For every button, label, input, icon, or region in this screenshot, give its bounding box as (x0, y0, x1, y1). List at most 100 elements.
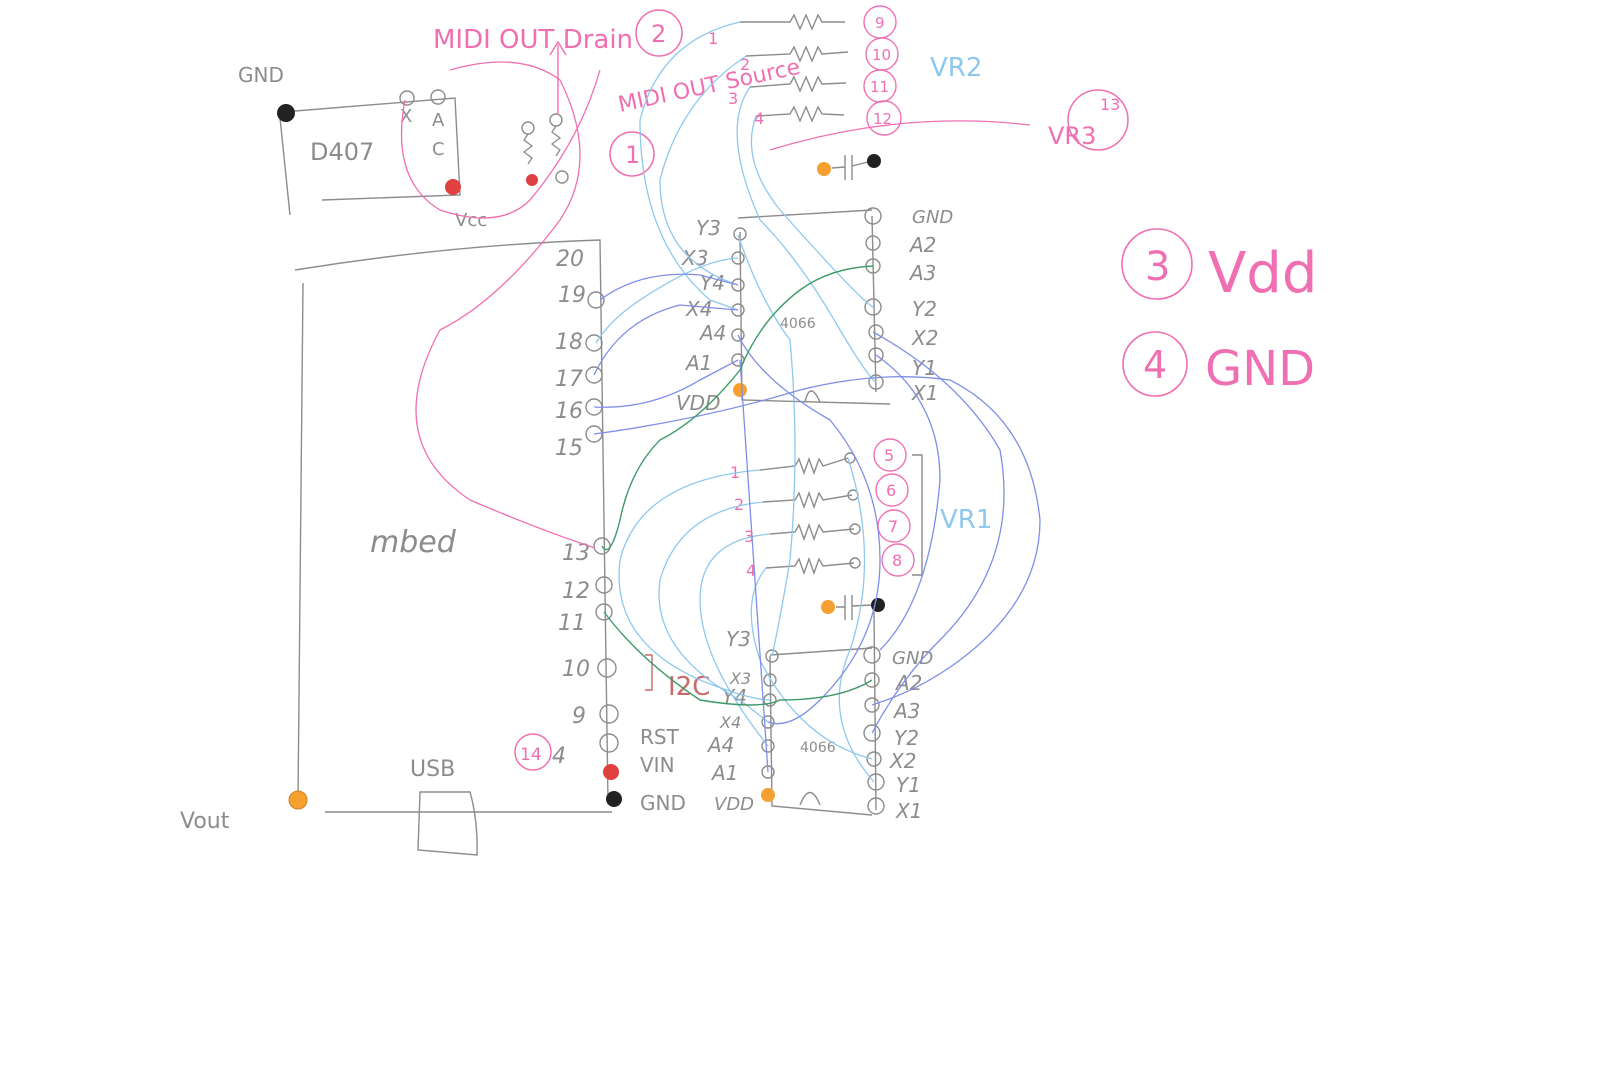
indigo-wires (593, 273, 1041, 773)
mbed-pad-11 (595, 603, 613, 621)
vr1-label: VR1 (940, 505, 992, 535)
chip-top-rpin-a2: A2 (908, 233, 936, 257)
chip-bottom-rpin-a3: A3 (892, 699, 920, 723)
chip-top-lpin-x3: X3 (681, 246, 708, 270)
cap-top-pad-gnd (867, 154, 881, 168)
midi-drain-num: 2 (651, 20, 666, 48)
vr1-circle-8 (881, 543, 915, 577)
mbed-pin-19: 19 (558, 283, 586, 308)
chip-top-4066 (731, 207, 891, 405)
chip-top-lpin-a1: A1 (684, 351, 712, 375)
cap-bottom-pad-vdd (821, 600, 835, 614)
midi-resistor-pad (526, 174, 538, 186)
pin4-circle (514, 733, 552, 771)
vr2-resistors (740, 13, 849, 123)
mbed-pad-18 (585, 334, 603, 352)
mbed-board (294, 239, 612, 856)
mbed-pin-9: 9 (572, 704, 586, 729)
chip-top-lpin-vdd: VDD (676, 391, 720, 415)
vr1-row-num-3: 3 (744, 527, 754, 546)
mbed-pin-11: 11 (558, 611, 586, 636)
mbed-pin-16: 16 (555, 399, 583, 424)
chip-bottom-4066 (761, 611, 885, 816)
mbed-pad-9 (599, 704, 619, 724)
chip-bottom-lpin-y3: Y3 (726, 627, 751, 651)
mbed-pad-rst (599, 733, 619, 753)
legend-text-vdd: Vdd (1208, 241, 1317, 306)
chip-top-rpin-y2: Y2 (912, 297, 937, 321)
legend-num-vdd: 3 (1145, 244, 1170, 290)
chip-bottom-lpin-x4: X4 (719, 713, 741, 732)
dac-gnd-pad (277, 104, 295, 122)
chip-bottom-rpin-x1: X1 (895, 799, 922, 823)
legend-num-gnd: 4 (1143, 343, 1167, 387)
chip-top-rpin-x1: X1 (911, 381, 938, 405)
vout-pad (288, 790, 308, 810)
mbed-pin-4: 4 (552, 744, 566, 769)
mbed-pin-12: 12 (562, 579, 590, 604)
cap-top (831, 155, 869, 180)
vr3-circle (1067, 89, 1129, 151)
dac-gnd-label: GND (238, 63, 284, 87)
mbed-pad-vin (603, 764, 619, 780)
i2c-bracket (645, 654, 653, 691)
vout-label: Vout (180, 809, 230, 834)
dac-vcc-label: Vcc (455, 210, 487, 231)
cap-bottom (836, 595, 873, 620)
dac-name: D407 (310, 138, 374, 166)
usb-connector (417, 791, 478, 856)
vr2-row-num-4: 4 (754, 109, 764, 128)
mbed-pad-gnd (606, 791, 622, 807)
chip-top-vdd-pad (733, 383, 747, 397)
legend: 3 Vdd 4 GND (1121, 228, 1317, 397)
chip-top-rpin-gnd: GND (912, 207, 953, 228)
chip-top-lpin-x4: X4 (685, 297, 712, 321)
i2c-label: I2C (668, 672, 710, 702)
vr2-num-9: 9 (875, 14, 885, 32)
mbed-pin-17: 17 (555, 367, 583, 392)
vr2-num-11: 11 (870, 78, 889, 96)
vr1-num-5: 5 (884, 446, 894, 465)
dac-vcc-pad (445, 179, 461, 195)
midi-arrow (549, 40, 567, 115)
chip-top-lpin-a4: A4 (698, 321, 726, 345)
chip-top-lpin-y4: Y4 (700, 271, 725, 295)
chip-top-part: 4066 (780, 316, 816, 332)
mbed-gnd-label: GND (640, 791, 686, 815)
green-wire (601, 265, 874, 706)
chip-bottom-vdd-pad (761, 788, 775, 802)
mbed-rst-label: RST (640, 725, 680, 749)
mbed-pin-18: 18 (555, 330, 583, 355)
mbed-pad-15 (585, 425, 603, 443)
vr1-num-8: 8 (892, 551, 902, 570)
vr2-num-10: 10 (872, 46, 891, 64)
vr1-row-num-4: 4 (746, 561, 756, 580)
mbed-pad-19 (587, 291, 605, 309)
vr1-circle-5 (873, 438, 907, 472)
chip-top-rpin-x2: X2 (911, 326, 938, 350)
pin4-num: 14 (520, 745, 542, 765)
vr2-num-12: 12 (873, 110, 892, 128)
chip-top-rpin-a3: A3 (908, 261, 936, 285)
vr2-label: VR2 (930, 53, 982, 83)
light-blue-wires (595, 21, 877, 783)
vr3-label: VR3 (1048, 122, 1096, 150)
midi-source-num: 1 (625, 141, 640, 169)
vr2-row-num-2: 2 (740, 55, 750, 74)
legend-circle-gnd (1122, 331, 1188, 397)
mbed-pad-12 (595, 576, 613, 594)
chip-bottom-lpin-a4: A4 (706, 733, 734, 757)
vr1-num-6: 6 (886, 481, 896, 500)
chip-bottom-lpin-x3: X3 (729, 669, 751, 688)
dac-pin-c: C (432, 139, 445, 160)
chip-bottom-rpin-y1: Y1 (896, 773, 921, 797)
midi-resistors (522, 125, 562, 165)
chip-bottom-part: 4066 (800, 740, 836, 756)
legend-circle-vdd (1121, 228, 1193, 300)
chip-bottom-lpin-vdd: VDD (714, 794, 754, 815)
vr2-row-num-1: 1 (708, 29, 718, 48)
mbed-pad-17 (585, 366, 603, 384)
vr1-num-7: 7 (888, 517, 898, 536)
mbed-pin-10: 10 (562, 657, 590, 682)
